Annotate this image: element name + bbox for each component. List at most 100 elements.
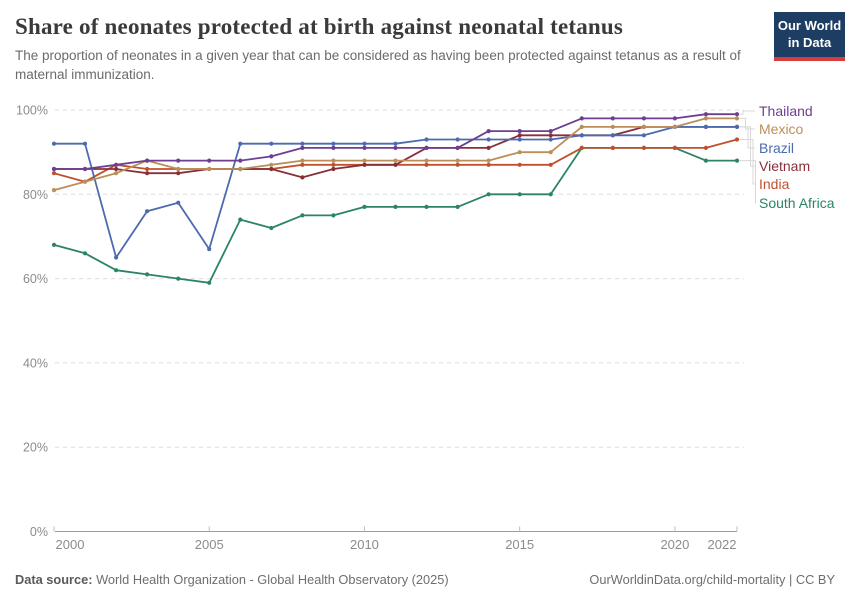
data-point-vietnam-2011[interactable] — [393, 162, 398, 167]
data-point-brazil-2022[interactable] — [734, 124, 740, 129]
data-point-south-africa-2011[interactable] — [393, 204, 398, 209]
data-point-brazil-2016[interactable] — [548, 137, 553, 142]
data-point-south-africa-2005[interactable] — [207, 280, 212, 285]
data-point-mexico-2000[interactable] — [51, 188, 57, 193]
data-point-india-2003[interactable] — [145, 166, 150, 172]
data-point-thailand-2013[interactable] — [455, 145, 460, 150]
data-point-thailand-2008[interactable] — [300, 145, 305, 150]
data-point-brazil-2014[interactable] — [486, 137, 491, 142]
data-point-south-africa-2014[interactable] — [486, 192, 491, 197]
data-point-india-2022[interactable] — [734, 137, 740, 142]
data-point-south-africa-2016[interactable] — [548, 192, 553, 197]
data-point-thailand-2022[interactable] — [734, 112, 740, 117]
data-point-india-2016[interactable] — [548, 162, 553, 167]
data-point-vietnam-2016[interactable] — [548, 133, 553, 138]
data-point-vietnam-2015[interactable] — [517, 133, 522, 138]
data-point-thailand-2006[interactable] — [238, 158, 243, 163]
data-point-mexico-2020[interactable] — [672, 124, 678, 129]
data-point-south-africa-2012[interactable] — [424, 204, 429, 209]
series-label-thailand[interactable]: Thailand — [759, 103, 813, 119]
data-point-thailand-2019[interactable] — [641, 116, 647, 121]
data-point-south-africa-2021[interactable] — [703, 158, 709, 163]
data-point-vietnam-2007[interactable] — [269, 166, 274, 172]
data-point-brazil-2007[interactable] — [269, 141, 274, 146]
data-point-thailand-2001[interactable] — [82, 166, 88, 172]
data-point-brazil-2015[interactable] — [517, 137, 522, 142]
data-point-mexico-2001[interactable] — [82, 179, 88, 184]
data-point-thailand-2012[interactable] — [424, 145, 429, 150]
data-point-brazil-2006[interactable] — [238, 141, 243, 146]
data-point-mexico-2004[interactable] — [176, 166, 181, 172]
data-point-thailand-2000[interactable] — [51, 166, 57, 172]
data-point-south-africa-2022[interactable] — [734, 158, 740, 163]
data-point-mexico-2018[interactable] — [610, 124, 615, 129]
data-point-india-2008[interactable] — [300, 162, 305, 167]
data-point-mexico-2005[interactable] — [207, 166, 212, 172]
data-point-thailand-2014[interactable] — [486, 129, 491, 134]
data-point-brazil-2018[interactable] — [610, 133, 615, 138]
data-point-mexico-2017[interactable] — [579, 124, 584, 129]
data-point-south-africa-2013[interactable] — [455, 204, 460, 209]
data-point-mexico-2022[interactable] — [734, 116, 740, 121]
data-point-thailand-2010[interactable] — [362, 145, 367, 150]
credit-link[interactable]: OurWorldinData.org/child-mortality | CC … — [589, 572, 835, 587]
data-point-thailand-2002[interactable] — [114, 162, 119, 167]
data-point-south-africa-2009[interactable] — [331, 213, 336, 218]
data-point-thailand-2005[interactable] — [207, 158, 212, 163]
data-point-mexico-2002[interactable] — [114, 171, 119, 176]
data-point-south-africa-2010[interactable] — [362, 204, 367, 209]
data-point-thailand-2020[interactable] — [672, 116, 678, 121]
data-point-india-2017[interactable] — [579, 145, 584, 150]
data-point-thailand-2004[interactable] — [176, 158, 181, 163]
data-point-thailand-2021[interactable] — [703, 112, 709, 117]
data-point-brazil-2008[interactable] — [300, 141, 305, 146]
data-point-thailand-2018[interactable] — [610, 116, 615, 121]
data-point-south-africa-2002[interactable] — [114, 268, 119, 273]
data-point-south-africa-2003[interactable] — [145, 272, 150, 277]
data-point-thailand-2007[interactable] — [269, 154, 274, 159]
data-point-india-2000[interactable] — [51, 171, 57, 176]
data-point-brazil-2017[interactable] — [579, 133, 584, 138]
data-point-india-2014[interactable] — [486, 162, 491, 167]
data-point-india-2012[interactable] — [424, 162, 429, 167]
series-label-brazil[interactable]: Brazil — [759, 140, 794, 156]
data-point-brazil-2000[interactable] — [51, 141, 57, 146]
owid-logo[interactable]: Our World in Data — [774, 12, 845, 61]
data-point-vietnam-2014[interactable] — [486, 145, 491, 150]
data-point-thailand-2011[interactable] — [393, 145, 398, 150]
data-point-india-2015[interactable] — [517, 162, 522, 167]
data-point-mexico-2010[interactable] — [362, 158, 367, 163]
data-point-south-africa-2000[interactable] — [51, 242, 57, 247]
data-point-thailand-2009[interactable] — [331, 145, 336, 150]
data-point-mexico-2011[interactable] — [393, 158, 398, 163]
data-point-brazil-2001[interactable] — [82, 141, 88, 146]
data-point-south-africa-2004[interactable] — [176, 276, 181, 281]
data-point-mexico-2015[interactable] — [517, 150, 522, 155]
series-label-south-africa[interactable]: South Africa — [759, 195, 835, 211]
data-point-vietnam-2010[interactable] — [362, 162, 367, 167]
data-point-brazil-2003[interactable] — [145, 209, 150, 214]
data-point-mexico-2021[interactable] — [703, 116, 709, 121]
data-point-mexico-2007[interactable] — [269, 162, 274, 167]
data-point-brazil-2021[interactable] — [703, 124, 709, 129]
data-point-brazil-2011[interactable] — [393, 141, 398, 146]
series-label-vietnam[interactable]: Vietnam — [759, 158, 810, 174]
data-point-brazil-2004[interactable] — [176, 200, 181, 205]
data-point-mexico-2013[interactable] — [455, 158, 460, 163]
data-point-brazil-2005[interactable] — [207, 247, 212, 252]
data-point-vietnam-2003[interactable] — [145, 171, 150, 176]
data-point-mexico-2006[interactable] — [238, 166, 243, 172]
data-point-south-africa-2015[interactable] — [517, 192, 522, 197]
data-point-india-2009[interactable] — [331, 162, 336, 167]
data-point-vietnam-2002[interactable] — [114, 166, 119, 172]
data-point-india-2021[interactable] — [703, 145, 709, 150]
data-point-india-2020[interactable] — [672, 145, 678, 150]
data-point-mexico-2009[interactable] — [331, 158, 336, 163]
series-label-mexico[interactable]: Mexico — [759, 121, 804, 137]
data-point-vietnam-2004[interactable] — [176, 171, 181, 176]
data-point-vietnam-2009[interactable] — [331, 166, 336, 172]
data-point-south-africa-2001[interactable] — [82, 251, 88, 256]
data-point-thailand-2003[interactable] — [145, 158, 150, 163]
data-point-brazil-2019[interactable] — [641, 133, 647, 138]
data-point-thailand-2017[interactable] — [579, 116, 584, 121]
